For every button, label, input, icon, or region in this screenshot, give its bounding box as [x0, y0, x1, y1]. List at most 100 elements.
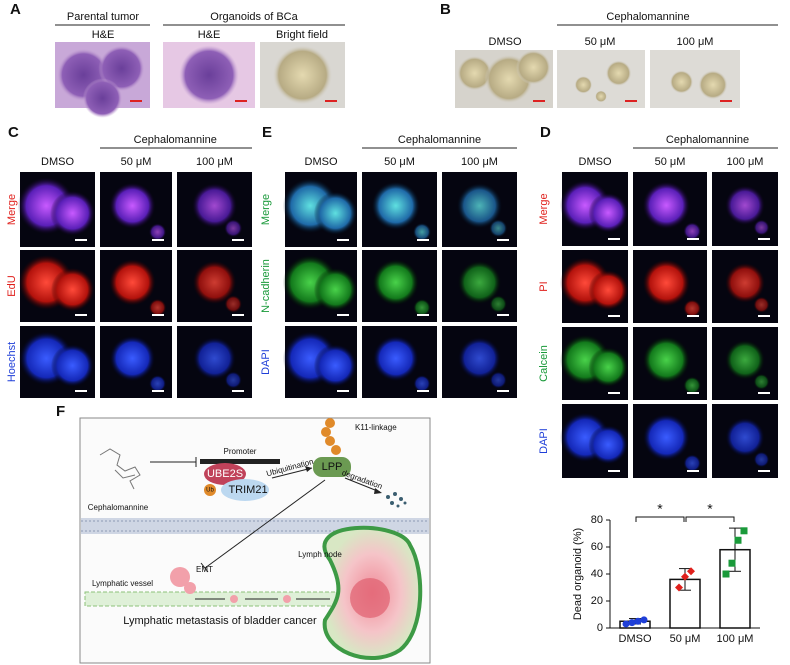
- organoid: [192, 260, 237, 304]
- organoid: [457, 55, 492, 91]
- label: Ub: [206, 488, 214, 494]
- micrograph: [650, 50, 740, 108]
- data-point: [728, 559, 736, 567]
- label: Lymphatic vessel: [92, 579, 153, 588]
- organoid: [192, 336, 237, 380]
- organoid: [753, 451, 770, 468]
- data-point: [675, 583, 683, 592]
- organoid: [50, 344, 95, 388]
- y-axis-label: Dead organoid (%): [572, 528, 584, 620]
- organoid: [753, 219, 770, 236]
- label: 50 μM: [585, 36, 616, 48]
- ube2s-shape: [204, 463, 246, 485]
- organoid: [272, 45, 333, 105]
- label: DMSO: [305, 156, 338, 168]
- organoid: [109, 182, 156, 229]
- organoid: [669, 70, 694, 94]
- label: 50 μM: [655, 156, 686, 168]
- organoid: [574, 76, 593, 94]
- organoid: [588, 347, 628, 387]
- ub-shape: [331, 445, 341, 455]
- row-label: EdU: [6, 275, 18, 296]
- row-label: DAPI: [260, 349, 272, 375]
- label: 50 μM: [384, 156, 415, 168]
- organoid: [683, 454, 702, 473]
- organoid: [313, 268, 357, 312]
- organoid: [179, 45, 239, 105]
- organoid: [82, 78, 123, 118]
- data-point: [622, 620, 630, 628]
- caption: Lymphatic metastasis of bladder cancer: [123, 615, 317, 627]
- metastasis: [350, 578, 390, 618]
- label: 100 μM: [196, 156, 233, 168]
- label: DMSO: [579, 156, 612, 168]
- organoid: [588, 192, 628, 233]
- significance-bracket: [635, 516, 685, 522]
- row-label: Calcein: [538, 345, 550, 382]
- diagram: [79, 417, 431, 664]
- inhibit-line: [204, 479, 326, 569]
- data-point: [681, 572, 689, 581]
- label: LPP: [322, 461, 343, 473]
- organoid: [50, 268, 95, 312]
- label: 100 μM: [677, 36, 714, 48]
- trim21-shape: [221, 479, 269, 501]
- label: Parental tumor: [67, 11, 139, 23]
- row-label: Hoechst: [6, 342, 18, 382]
- row-label: DAPI: [538, 428, 550, 454]
- label: DMSO: [489, 36, 522, 48]
- panel-label: A: [10, 1, 21, 18]
- data-point: [634, 617, 642, 625]
- arrowhead: [305, 466, 312, 472]
- organoid: [753, 296, 770, 313]
- organoid: [753, 373, 770, 390]
- panel-label: D: [540, 124, 551, 141]
- panel-label: C: [8, 124, 19, 141]
- label: Cephalomannine: [134, 134, 217, 146]
- organoid: [725, 185, 765, 226]
- organoid: [489, 371, 507, 389]
- panel-label: E: [262, 124, 272, 141]
- organoid: [489, 219, 508, 238]
- organoid: [192, 183, 237, 229]
- label: TRIM21: [228, 484, 267, 496]
- row-label: Merge: [6, 194, 18, 225]
- data-point: [687, 567, 695, 576]
- organoid: [109, 259, 156, 306]
- arrowhead: [374, 488, 382, 494]
- y-tick-label: 20: [591, 595, 603, 607]
- panel-label: B: [440, 1, 451, 18]
- organoid: [642, 336, 690, 384]
- data-point: [734, 536, 742, 544]
- organoid: [313, 191, 357, 235]
- organoid: [457, 336, 502, 380]
- ub-shape: [321, 427, 331, 437]
- y-tick-label: 60: [591, 541, 603, 553]
- x-tick-label: DMSO: [619, 633, 652, 645]
- organoid: [224, 295, 242, 313]
- ub-shape: [325, 436, 335, 446]
- cells: [170, 567, 291, 603]
- label: 100 μM: [461, 156, 498, 168]
- row-label: PI: [538, 281, 550, 291]
- label: DMSO: [41, 156, 74, 168]
- organoid: [683, 299, 701, 318]
- significance-bracket: [685, 516, 735, 522]
- label: Cephalomannine: [398, 134, 481, 146]
- organoid: [371, 181, 420, 230]
- organoid: [148, 374, 167, 393]
- organoid: [313, 344, 357, 388]
- organoid: [642, 413, 690, 461]
- data-point: [640, 616, 648, 624]
- ub-shape: [325, 418, 335, 428]
- organoid: [413, 223, 431, 241]
- label: H&E: [92, 29, 115, 41]
- organoid: [489, 295, 507, 313]
- organoid: [224, 371, 242, 389]
- organoid: [642, 259, 690, 307]
- organoid: [372, 335, 419, 382]
- organoid: [683, 222, 702, 241]
- label: UBE2S: [207, 468, 243, 480]
- label: Cephalomannine: [606, 11, 689, 23]
